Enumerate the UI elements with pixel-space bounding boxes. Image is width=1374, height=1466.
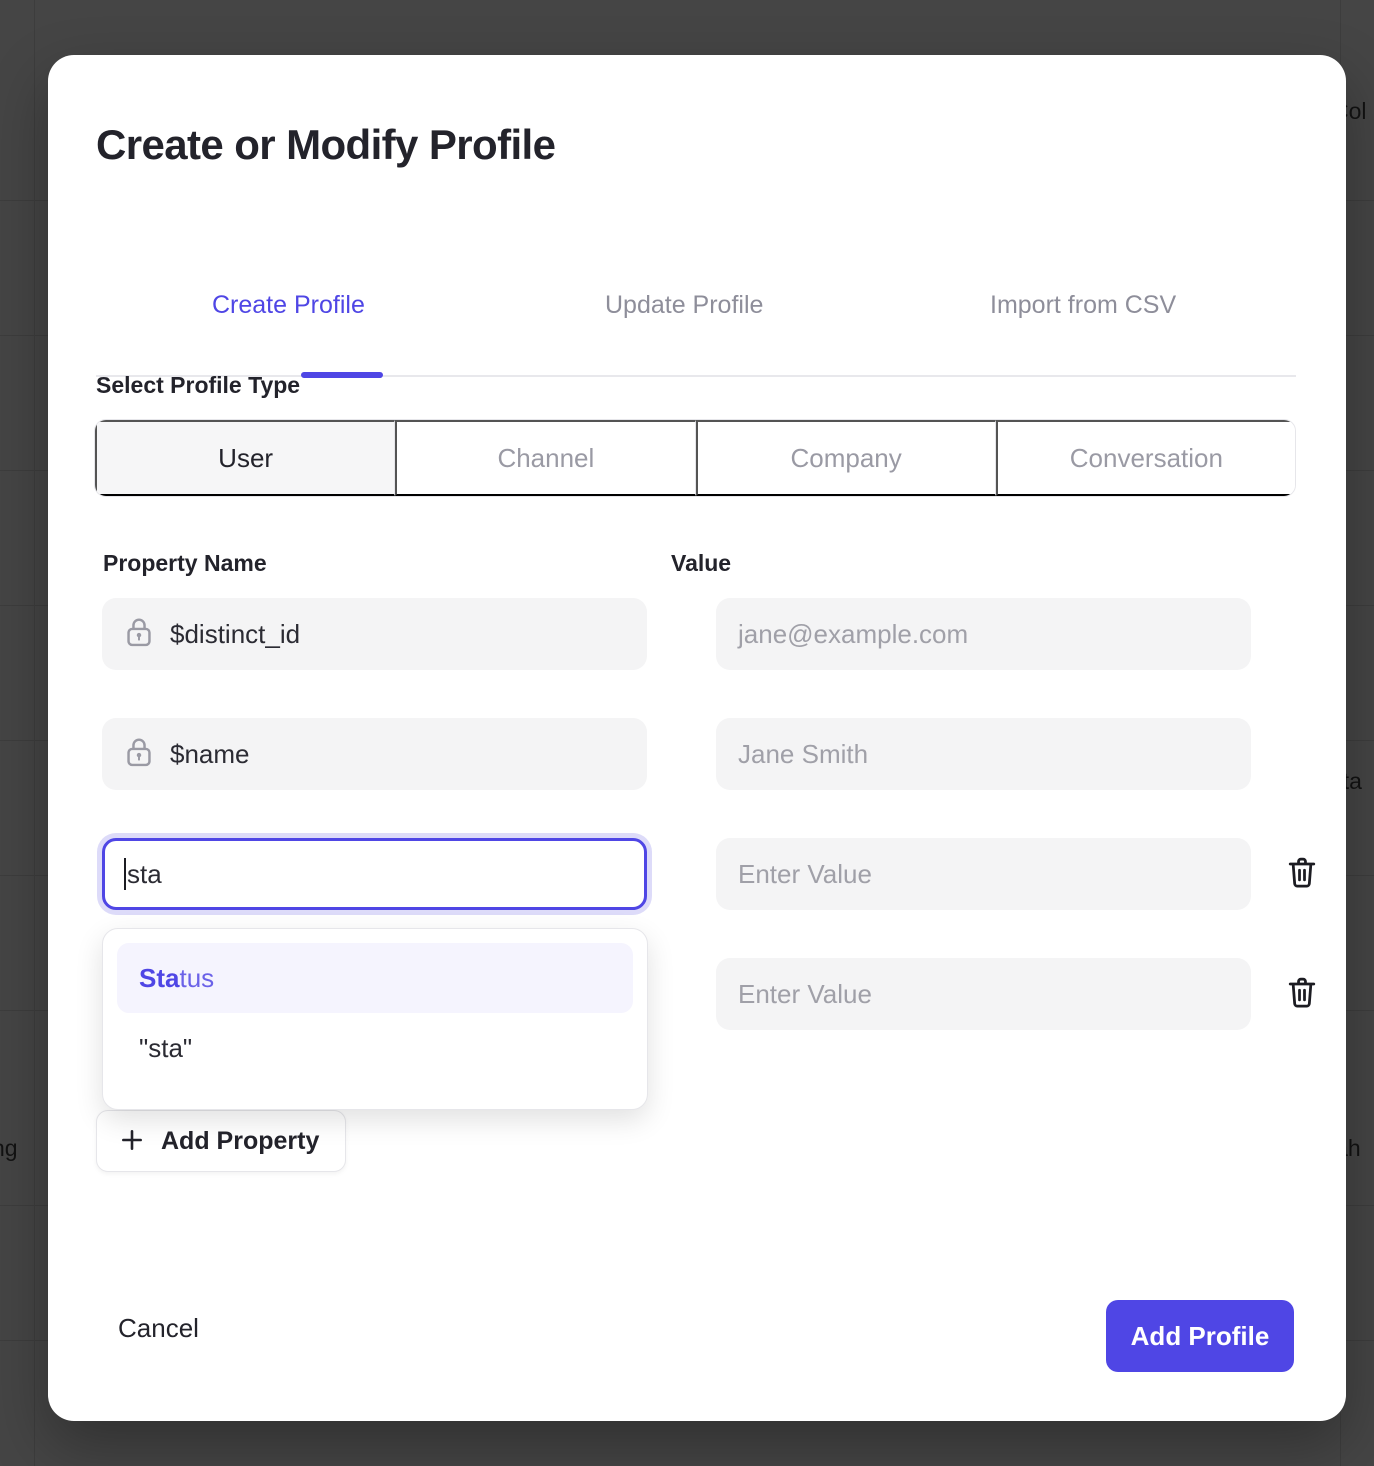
property-name-field-distinct-id: $distinct_id (102, 598, 647, 670)
add-profile-button[interactable]: Add Profile (1106, 1300, 1294, 1372)
property-value-field[interactable]: Enter Value (716, 958, 1251, 1030)
property-value-field[interactable]: Enter Value (716, 838, 1251, 910)
tab-create-profile[interactable]: Create Profile (212, 291, 365, 319)
property-row: Enter Value (102, 958, 1316, 1030)
trash-icon (1285, 855, 1319, 894)
active-tab-indicator (301, 372, 383, 378)
profile-type-option-user[interactable]: User (95, 420, 396, 496)
property-value-placeholder: Enter Value (738, 858, 872, 889)
property-value-placeholder: jane@example.com (738, 618, 969, 649)
plus-icon (119, 1127, 145, 1156)
property-name-field-name: $name (102, 718, 647, 790)
modal-tabs: Create Profile Update Profile Import fro… (96, 265, 1296, 378)
autocomplete-rest-text: tus (179, 962, 215, 993)
property-value-field[interactable]: Jane Smith (716, 718, 1251, 790)
property-row: sta Enter Value (102, 838, 1316, 910)
delete-property-button[interactable] (1280, 852, 1324, 896)
profile-type-segmented-control: User Channel Company Conversation (94, 419, 1296, 497)
profile-type-option-channel[interactable]: Channel (395, 420, 696, 496)
profile-type-option-conversation[interactable]: Conversation (995, 420, 1295, 496)
lock-icon (124, 736, 154, 773)
property-value-placeholder: Jane Smith (738, 738, 869, 769)
property-name-text: $name (170, 738, 250, 769)
property-row: $distinct_id jane@example.com (102, 598, 1296, 670)
tab-import-from-csv[interactable]: Import from CSV (990, 291, 1177, 319)
property-name-typed-value: sta (127, 858, 162, 889)
property-value-field[interactable]: jane@example.com (716, 598, 1251, 670)
autocomplete-option-literal[interactable]: "sta" (117, 1013, 633, 1083)
column-header-value: Value (671, 550, 732, 576)
trash-icon (1285, 975, 1319, 1014)
cancel-button[interactable]: Cancel (118, 1303, 199, 1354)
property-row: $name Jane Smith (102, 718, 1296, 790)
modal-title: Create or Modify Profile (96, 121, 556, 168)
add-property-label: Add Property (161, 1126, 320, 1155)
column-header-property-name: Property Name (103, 550, 267, 576)
autocomplete-option-status[interactable]: Sta tus (117, 943, 633, 1013)
property-value-placeholder: Enter Value (738, 978, 872, 1009)
add-property-button[interactable]: Add Property (96, 1110, 347, 1172)
profile-type-option-company[interactable]: Company (695, 420, 996, 496)
autocomplete-literal-text: "sta" (139, 1032, 193, 1063)
select-profile-type-label: Select Profile Type (96, 372, 301, 398)
tab-update-profile[interactable]: Update Profile (605, 291, 764, 319)
delete-property-button[interactable] (1280, 972, 1324, 1016)
property-name-input-focused[interactable]: sta (102, 838, 647, 910)
text-caret (124, 858, 126, 890)
create-profile-modal: Create or Modify Profile Create Profile … (48, 55, 1346, 1421)
autocomplete-match-text: Sta (139, 962, 180, 993)
lock-icon (124, 616, 154, 653)
property-name-autocomplete: Sta tus "sta" (102, 928, 648, 1110)
property-name-text: $distinct_id (170, 618, 301, 649)
